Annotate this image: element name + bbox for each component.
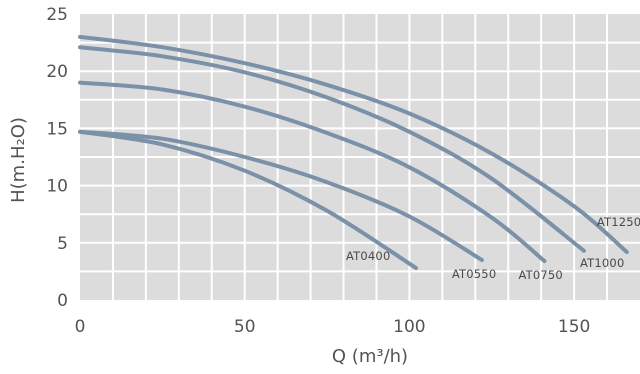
curve-at0400 [78, 129, 418, 270]
series-label-at0400: AT0400 [346, 249, 390, 263]
x-tick-label: 150 [558, 317, 590, 337]
curve-at0750 [78, 80, 547, 264]
y-axis-label: H(m.H₂O) [8, 117, 29, 203]
y-tick-label: 10 [46, 177, 68, 197]
y-tick-label: 15 [46, 119, 68, 139]
series-label-at0550: AT0550 [452, 267, 496, 281]
series-label-at0750: AT0750 [518, 268, 562, 282]
curve-at1000 [78, 45, 586, 253]
x-axis-label: Q (m³/h) [332, 346, 408, 367]
x-tick-label: 0 [75, 317, 86, 337]
x-tick-label: 50 [234, 317, 256, 337]
x-tick-label: 100 [393, 317, 425, 337]
y-tick-label: 0 [57, 291, 68, 311]
curve-at1250 [78, 34, 629, 254]
curve-at0550 [78, 129, 484, 262]
series-label-at1250: AT1250 [597, 215, 640, 229]
y-tick-label: 20 [46, 62, 68, 82]
series-label-at1000: AT1000 [580, 256, 624, 270]
y-tick-label: 25 [46, 5, 68, 25]
y-tick-label: 5 [57, 234, 68, 254]
